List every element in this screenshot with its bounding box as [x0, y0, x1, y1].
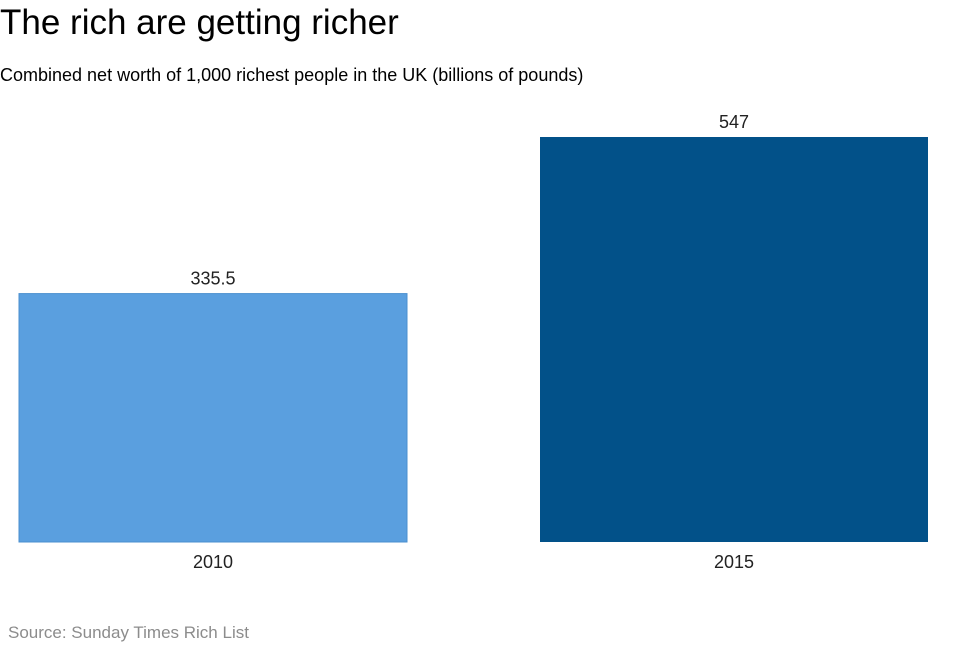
chart-subtitle: Combined net worth of 1,000 richest peop… — [0, 65, 584, 85]
data-label-2015: 547 — [719, 112, 749, 132]
chart-source: Source: Sunday Times Rich List — [8, 623, 249, 642]
data-label-2010: 335.5 — [190, 269, 235, 289]
bar-2010 — [18, 293, 408, 543]
x-tick-label-2015: 2015 — [714, 552, 754, 572]
chart-title: The rich are getting richer — [0, 3, 399, 42]
x-tick-label-2010: 2010 — [193, 552, 233, 572]
bar-2015 — [540, 137, 928, 542]
